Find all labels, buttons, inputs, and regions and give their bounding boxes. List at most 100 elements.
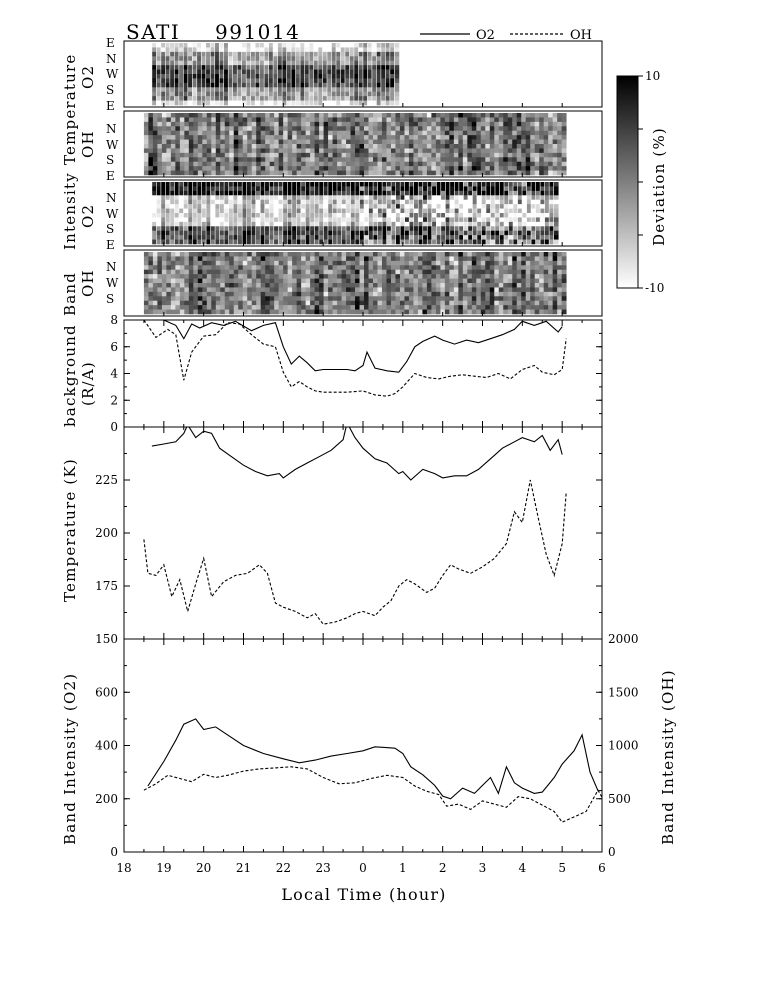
keogram-cell — [201, 190, 207, 196]
keogram-cell — [327, 199, 333, 205]
keogram-cell — [287, 113, 293, 118]
keogram-cell — [507, 265, 513, 271]
keogram-cell — [413, 157, 419, 163]
keogram-cell — [246, 74, 252, 79]
keogram-cell — [165, 69, 171, 75]
keogram-cell — [232, 56, 238, 62]
keogram-cell — [319, 139, 324, 145]
keogram-cell — [210, 213, 216, 218]
keogram-cell — [344, 51, 350, 57]
keogram-cell — [449, 117, 455, 123]
keogram-cell — [426, 117, 432, 123]
keogram-cell — [531, 217, 537, 223]
keogram-cell — [431, 199, 437, 205]
keogram-cell — [193, 157, 199, 163]
keogram-cell — [390, 135, 396, 140]
keogram-cell — [409, 208, 415, 214]
keogram-cell — [364, 278, 369, 284]
keogram-cell — [350, 235, 356, 240]
keogram-cell — [337, 269, 342, 275]
keogram-cell — [503, 265, 509, 271]
keogram-cell — [462, 296, 468, 302]
keogram-cell — [251, 117, 257, 123]
keogram-cell — [305, 226, 311, 232]
keogram-cell — [395, 278, 401, 284]
keogram-cell — [260, 260, 266, 266]
keogram-cell — [341, 226, 347, 232]
keogram-cell — [183, 100, 189, 106]
keogram-cell — [183, 60, 189, 66]
keogram-cell — [256, 121, 262, 127]
keogram-cell — [350, 265, 356, 271]
keogram-cell — [224, 296, 230, 302]
keogram-cell — [170, 252, 176, 257]
keogram-cell — [301, 166, 307, 171]
keogram-cell — [381, 252, 387, 257]
keogram-cell — [367, 100, 373, 106]
keogram-cell — [260, 296, 266, 302]
keogram-cell — [332, 195, 338, 201]
keogram-cell — [359, 305, 365, 310]
keogram-cell — [319, 152, 324, 158]
keogram-cell — [557, 121, 563, 127]
keogram-cell — [251, 283, 257, 288]
keogram-cell — [238, 252, 244, 257]
keogram-cell — [489, 278, 495, 284]
keogram-cell — [485, 260, 491, 266]
keogram-cell — [440, 126, 446, 132]
keogram-cell — [292, 300, 298, 306]
keogram-cell — [476, 182, 482, 187]
keogram-cell — [543, 305, 549, 310]
keogram-cell — [210, 186, 216, 192]
keogram-cell — [201, 239, 207, 245]
keogram-cell — [292, 144, 298, 149]
keogram-cell — [512, 139, 518, 145]
keogram-cell — [322, 51, 328, 57]
keogram-cell — [246, 230, 252, 236]
keogram-cell — [552, 139, 558, 145]
keogram-cell — [148, 126, 154, 132]
keogram-cell — [516, 260, 522, 266]
keogram-cell — [539, 139, 545, 145]
keogram-cell — [368, 130, 374, 136]
keogram-cell — [350, 213, 356, 218]
keogram-cell — [436, 195, 442, 201]
keogram-cell — [295, 60, 301, 66]
keogram-cell — [476, 144, 482, 149]
keogram-cell — [246, 96, 252, 101]
keogram-cell — [169, 195, 175, 201]
keogram-cell — [179, 309, 185, 315]
keogram-cell — [166, 170, 172, 176]
keogram-cell — [539, 161, 545, 167]
keogram-cell — [381, 269, 387, 275]
keogram-cell — [201, 208, 207, 214]
keogram-cell — [341, 309, 347, 315]
keogram-cell — [202, 309, 208, 315]
keogram-cell — [183, 226, 189, 232]
keogram-cell — [382, 204, 388, 209]
keogram-cell — [476, 278, 482, 284]
keogram-cell — [210, 51, 216, 57]
keogram-cell — [188, 157, 194, 163]
keogram-cell — [179, 170, 185, 176]
keogram-cell — [251, 139, 257, 145]
keogram-cell — [522, 182, 527, 187]
keogram-cell — [291, 51, 296, 57]
keogram-cell — [202, 305, 208, 310]
keogram-cell — [152, 139, 158, 145]
keogram-cell — [251, 144, 257, 149]
keogram-cell — [201, 226, 207, 232]
keogram-cell — [490, 195, 496, 201]
keogram-cell — [268, 91, 274, 97]
keogram-cell — [228, 208, 234, 214]
keogram-cell — [278, 148, 284, 154]
keogram-cell — [476, 309, 482, 315]
keogram-cell — [362, 65, 368, 70]
keogram-cell — [323, 230, 329, 236]
keogram-cell — [377, 152, 383, 158]
keogram-cell — [184, 152, 190, 158]
keogram-cell — [242, 166, 248, 171]
keogram-cell — [376, 43, 382, 48]
keogram-cell — [202, 139, 208, 145]
keogram-cell — [224, 287, 230, 293]
